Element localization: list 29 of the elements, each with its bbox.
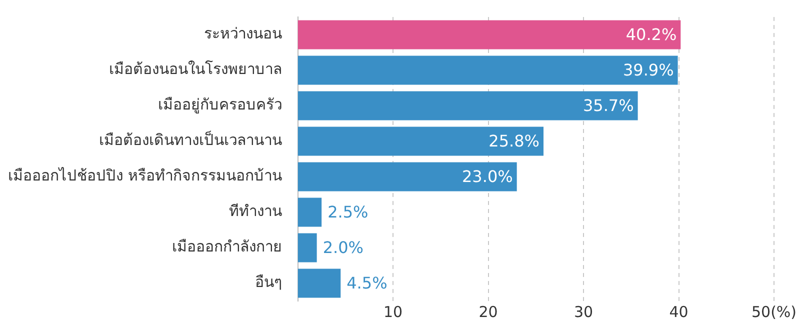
bar [298, 233, 317, 262]
bar [298, 20, 681, 50]
data-label: 2.5% [328, 202, 368, 222]
bar [298, 162, 517, 192]
y-tick-label: เมือต้องเดินทางเป็นเวลานาน [98, 130, 282, 150]
x-tick-label: 30 [574, 302, 594, 321]
data-label: 39.9% [622, 60, 674, 80]
data-label: 2.0% [322, 238, 364, 257]
y-tick-label: ทีทำงาน [228, 202, 282, 220]
y-tick-label: อืนๆ [254, 273, 282, 292]
data-label: 35.7% [582, 96, 634, 115]
bar [298, 56, 678, 85]
y-tick-label: เมือออกกำลังกาย [172, 238, 282, 256]
data-label: 4.5% [346, 273, 388, 292]
x-tick-label: 20 [478, 302, 498, 321]
x-tick-label: 10 [383, 302, 403, 321]
y-tick-label: ระหว่างนอน [204, 24, 282, 43]
y-tick-label: เมือออกไปช้อปปิง หรือทำกิจกรรมนอกบ้าน [8, 166, 282, 185]
bar [298, 268, 341, 298]
bar [298, 126, 544, 156]
bar [298, 91, 638, 120]
data-label: 23.0% [462, 166, 513, 186]
y-tick-label: เมือต้องนอนในโรงพยาบาล [108, 60, 282, 78]
y-tick-label: เมืออยู่กับครอบครัว [158, 96, 282, 114]
x-tick-label: 40 [669, 302, 688, 321]
bar [298, 198, 322, 227]
data-label: 25.8% [488, 131, 540, 150]
data-label: 40.2% [626, 24, 677, 44]
x-tick-label: 50(%) [751, 302, 797, 321]
